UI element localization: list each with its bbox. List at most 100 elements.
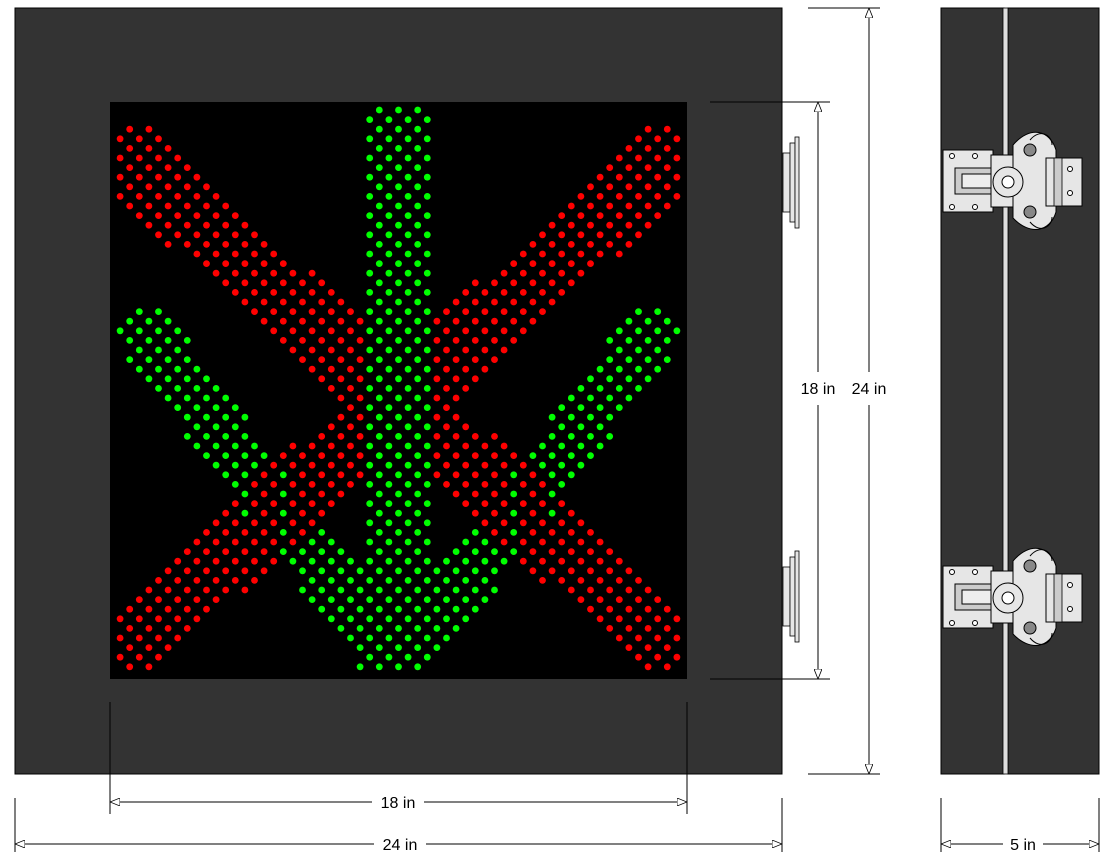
led-red (289, 289, 297, 296)
led-green (481, 538, 489, 546)
led-red (529, 509, 537, 517)
led-red (145, 164, 153, 172)
led-green (375, 279, 383, 287)
led-red (529, 279, 537, 287)
led-green (241, 452, 249, 459)
led-red (462, 442, 470, 450)
label-overall-width: 24 in (383, 837, 418, 854)
led-red (135, 653, 143, 661)
led-green (279, 509, 287, 517)
led-green (404, 557, 412, 565)
led-green (491, 548, 498, 555)
led-green (404, 500, 412, 507)
led-green (155, 365, 162, 373)
led-red (251, 481, 258, 488)
led-green (366, 615, 374, 623)
led-red (587, 183, 594, 191)
led-green (251, 461, 258, 469)
led-red (443, 346, 450, 354)
led-green (404, 615, 412, 623)
led-red (529, 490, 537, 498)
led-red (279, 298, 287, 306)
led-red (289, 327, 297, 335)
led-red (299, 490, 306, 498)
led-green (385, 538, 393, 546)
led-green (596, 404, 604, 411)
led-red (452, 394, 460, 402)
led-green (395, 260, 402, 267)
led-red (318, 452, 326, 459)
led-red (452, 471, 460, 479)
led-green (654, 365, 662, 373)
led-red (519, 250, 527, 258)
led-red (164, 164, 172, 172)
led-green (174, 385, 182, 392)
led-red (548, 548, 556, 555)
led-red (183, 548, 191, 555)
led-red (270, 481, 278, 488)
led-red (471, 356, 479, 363)
led-green (366, 461, 374, 469)
led-red (203, 183, 210, 191)
led-red (318, 509, 326, 517)
led-red (548, 279, 556, 287)
led-red (587, 241, 594, 248)
led-green (423, 653, 431, 661)
led-green (414, 413, 422, 421)
led-red (663, 202, 671, 210)
led-red (443, 327, 450, 335)
led-red (577, 538, 585, 546)
led-red (443, 423, 450, 431)
led-green (231, 442, 239, 450)
led-green (587, 433, 594, 440)
led-red (318, 471, 326, 479)
led-red (519, 557, 527, 565)
led-red (260, 317, 268, 325)
led-red (529, 298, 537, 306)
led-red (126, 625, 134, 632)
led-red (519, 289, 527, 296)
led-green (423, 269, 431, 277)
led-red (193, 193, 201, 200)
led-red (452, 356, 460, 363)
led-green (433, 644, 441, 651)
led-red (625, 202, 633, 210)
led-red (615, 615, 623, 623)
led-green (452, 586, 460, 594)
led-red (145, 644, 153, 651)
led-array (116, 106, 681, 671)
led-green (366, 289, 374, 296)
led-red (155, 154, 162, 162)
led-green (299, 586, 306, 594)
led-red (327, 442, 335, 450)
led-red (673, 154, 681, 162)
led-red (193, 173, 201, 181)
led-green (423, 423, 431, 431)
led-red (260, 298, 268, 306)
led-green (385, 634, 393, 642)
led-red (279, 317, 287, 325)
led-green (164, 317, 172, 325)
led-red (539, 557, 546, 565)
led-green (385, 423, 393, 431)
led-red (116, 135, 124, 143)
led-red (625, 145, 633, 152)
led-red (635, 615, 642, 623)
led-red (241, 586, 249, 594)
led-red (337, 452, 345, 459)
led-red (596, 193, 604, 200)
led-green (423, 481, 431, 488)
led-green (299, 567, 306, 575)
led-green (385, 404, 393, 411)
led-green (577, 385, 585, 392)
led-red (596, 615, 604, 623)
led-red (270, 327, 278, 335)
led-green (385, 596, 393, 603)
led-green (423, 500, 431, 507)
led-red (644, 145, 652, 152)
led-red (462, 327, 470, 335)
led-red (615, 193, 623, 200)
led-red (462, 346, 470, 354)
led-red (606, 567, 614, 575)
led-red (663, 605, 671, 613)
